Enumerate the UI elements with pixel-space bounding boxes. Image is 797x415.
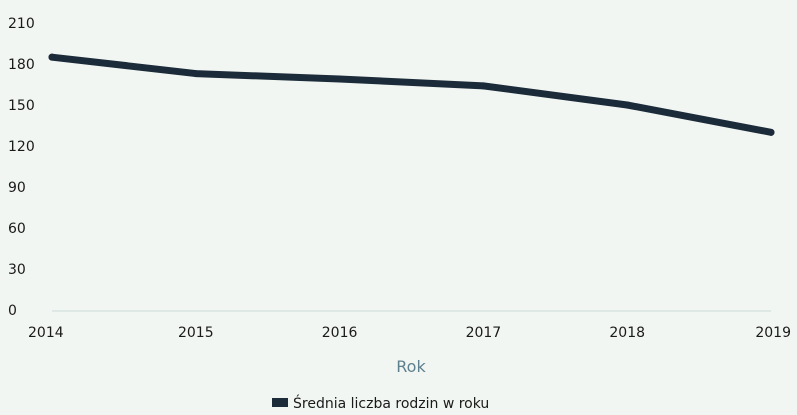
x-tick-label: 2018 [609, 325, 645, 341]
series-layer [48, 53, 775, 136]
y-tick-label: 30 [8, 262, 26, 278]
x-tick-label: 2016 [322, 325, 358, 341]
y-tick-label: 210 [8, 16, 35, 32]
data-point[interactable] [479, 82, 487, 90]
y-tick-label: 150 [8, 98, 35, 114]
data-point[interactable] [336, 75, 344, 83]
y-axis-ticks: 0 30 60 90 120 150 180 210 [8, 16, 35, 319]
x-tick-label: 2017 [466, 325, 502, 341]
data-point[interactable] [767, 128, 775, 136]
x-tick-label: 2014 [28, 325, 64, 341]
legend-swatch [272, 398, 288, 407]
y-tick-label: 90 [8, 180, 26, 196]
data-point[interactable] [192, 70, 200, 78]
y-tick-label: 60 [8, 221, 26, 237]
x-axis-title: Rok [396, 357, 426, 376]
y-tick-label: 120 [8, 139, 35, 155]
x-tick-label: 2019 [755, 325, 791, 341]
data-point[interactable] [623, 101, 631, 109]
x-tick-label: 2015 [178, 325, 214, 341]
y-tick-label: 180 [8, 57, 35, 73]
series-line[interactable] [48, 53, 775, 136]
x-axis-ticks: 2014 2015 2016 2017 2018 2019 [28, 325, 791, 341]
data-point[interactable] [48, 53, 56, 61]
legend[interactable]: Średnia liczba rodzin w roku [272, 394, 489, 412]
legend-label: Średnia liczba rodzin w roku [293, 394, 489, 412]
y-tick-label: 0 [8, 303, 17, 319]
